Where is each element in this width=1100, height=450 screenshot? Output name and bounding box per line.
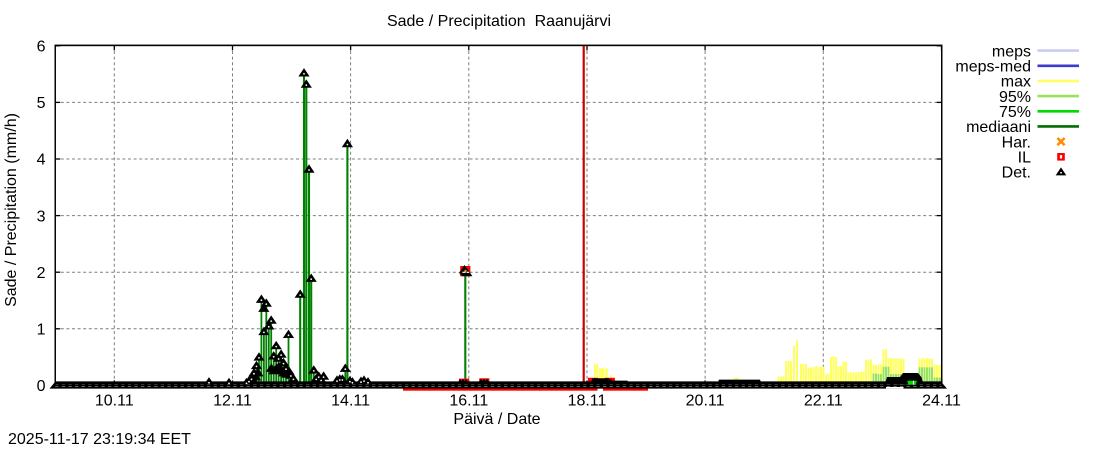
- svg-text:10.11: 10.11: [95, 393, 134, 410]
- svg-text:95%: 95%: [999, 89, 1031, 106]
- svg-text:Har.: Har.: [1002, 134, 1031, 151]
- svg-text:0: 0: [37, 378, 46, 395]
- svg-text:Päivä / Date: Päivä / Date: [453, 411, 540, 428]
- svg-text:18.11: 18.11: [568, 393, 607, 410]
- svg-text:Sade / Precipitation (mm/h): Sade / Precipitation (mm/h): [3, 113, 20, 307]
- svg-text:meps-med: meps-med: [955, 59, 1031, 76]
- svg-text:2: 2: [37, 265, 46, 282]
- svg-text:max: max: [1001, 74, 1031, 91]
- svg-text:Det.: Det.: [1002, 165, 1031, 182]
- svg-text:mediaani: mediaani: [966, 119, 1031, 136]
- svg-text:6: 6: [37, 39, 46, 56]
- svg-text:12.11: 12.11: [213, 393, 252, 410]
- svg-text:24.11: 24.11: [922, 393, 961, 410]
- svg-text:4: 4: [37, 152, 46, 169]
- svg-text:16.11: 16.11: [449, 393, 488, 410]
- svg-text:2025-11-17 23:19:34 EET: 2025-11-17 23:19:34 EET: [8, 431, 191, 448]
- svg-text:20.11: 20.11: [686, 393, 725, 410]
- svg-text:meps: meps: [992, 43, 1031, 60]
- svg-text:Sade / Precipitation Raanujär: Sade / Precipitation Raanujärvi: [387, 13, 611, 30]
- svg-text:1: 1: [37, 322, 46, 339]
- svg-text:3: 3: [37, 208, 46, 225]
- svg-text:5: 5: [37, 95, 46, 112]
- svg-text:IL: IL: [1018, 150, 1031, 167]
- svg-text:14.11: 14.11: [331, 393, 370, 410]
- svg-text:75%: 75%: [999, 104, 1031, 121]
- svg-text:22.11: 22.11: [804, 393, 843, 410]
